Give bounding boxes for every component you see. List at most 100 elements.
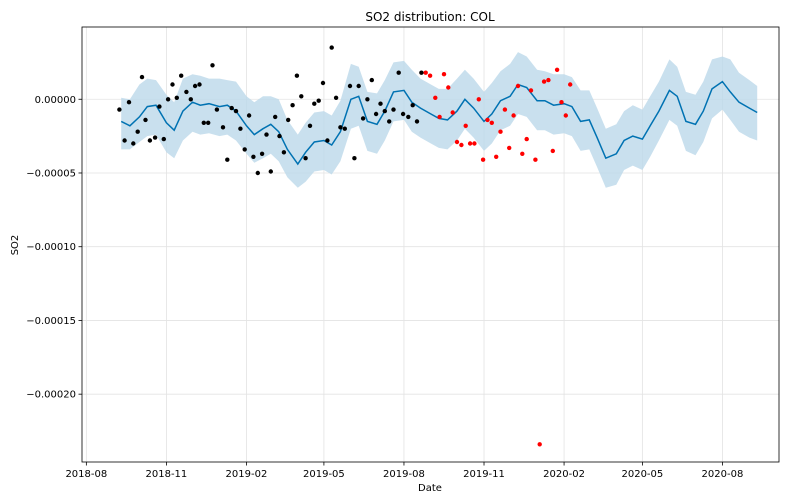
x-tick-label: 2019-05: [303, 469, 345, 480]
x-tick-label: 2020-05: [621, 469, 663, 480]
y-tick-label: −0.00010: [26, 242, 76, 253]
history-data-point: [320, 80, 326, 86]
history-data-point: [286, 117, 291, 123]
test-data-point: [524, 136, 529, 142]
x-tick-label: 2019-02: [226, 469, 268, 480]
test-data-point: [541, 79, 547, 84]
history-data-point: [290, 103, 295, 108]
test-data-point: [476, 97, 481, 102]
history-data-point: [373, 111, 379, 117]
data-points: [117, 45, 573, 447]
plot-frame: [81, 26, 780, 463]
history-data-point: [369, 77, 374, 83]
history-data-point: [233, 108, 239, 114]
history-data-point: [179, 73, 184, 78]
history-data-point: [135, 129, 140, 134]
test-data-point: [528, 88, 534, 93]
history-data-point: [165, 97, 171, 102]
test-data-point: [498, 129, 503, 134]
history-data-point: [333, 95, 339, 101]
history-data-point: [356, 83, 361, 89]
history-data-point: [143, 117, 148, 123]
history-data-point: [174, 95, 179, 101]
history-data-point: [147, 138, 153, 143]
history-data-point: [307, 123, 313, 128]
test-data-point: [537, 442, 542, 447]
history-data-point: [378, 101, 383, 106]
history-data-point: [273, 114, 278, 120]
x-tick-label: 2020-08: [702, 469, 744, 480]
history-data-point: [325, 138, 330, 143]
y-tick-label: −0.00020: [26, 390, 76, 401]
history-data-point: [238, 126, 243, 131]
y-tick-label: 0.00000: [35, 95, 76, 106]
test-data-point: [554, 67, 560, 73]
test-data-point: [485, 117, 490, 123]
test-data-point: [463, 123, 468, 128]
history-data-point: [126, 100, 132, 105]
history-data-point: [391, 107, 396, 112]
history-data-point: [246, 113, 252, 118]
test-data-point: [520, 151, 525, 156]
history-data-point: [316, 98, 321, 103]
test-data-point: [568, 82, 573, 87]
test-data-point: [446, 85, 451, 90]
history-data-point: [352, 156, 357, 161]
test-data-point: [423, 70, 428, 75]
history-data-point: [117, 107, 122, 112]
history-data-point: [365, 97, 370, 102]
history-data-point: [197, 82, 202, 87]
history-data-point: [396, 70, 401, 75]
history-data-point: [122, 138, 127, 143]
test-data-point: [494, 154, 499, 159]
history-data-point: [188, 97, 193, 102]
y-tick-label: −0.00005: [26, 168, 76, 179]
test-data-point: [427, 73, 433, 78]
history-data-point: [210, 63, 215, 68]
history-data-point: [131, 141, 136, 146]
history-data-point: [382, 108, 387, 114]
history-data-point: [170, 82, 175, 87]
history-data-point: [387, 119, 392, 124]
test-data-point: [472, 141, 477, 146]
chart-title: SO2 distribution: COL: [365, 10, 495, 24]
history-data-point: [342, 126, 347, 131]
history-data-point: [161, 136, 166, 142]
y-tick-label: −0.00015: [26, 316, 76, 327]
history-data-point: [242, 147, 247, 152]
history-data-point: [400, 111, 406, 117]
history-data-point: [414, 119, 420, 124]
x-axis-title: Date: [418, 483, 442, 494]
history-data-point: [406, 114, 411, 120]
history-data-point: [299, 94, 304, 99]
test-data-point: [559, 100, 564, 105]
history-data-point: [338, 125, 343, 130]
test-data-point: [437, 114, 442, 120]
history-data-point: [192, 83, 198, 89]
history-data-point: [214, 107, 220, 112]
history-data-point: [360, 116, 366, 121]
test-data-point: [450, 110, 455, 115]
history-data-point: [277, 133, 282, 139]
axis-ticks: 2018-08 2018-11 2019-02 2019-05 2019-08 2019-…: [26, 95, 743, 480]
test-data-point: [546, 77, 551, 83]
history-data-point: [206, 120, 211, 126]
history-data-point: [139, 74, 145, 80]
history-data-point: [264, 132, 269, 137]
test-data-point: [441, 72, 447, 77]
uncertainty-band: [121, 52, 758, 188]
test-data-point: [502, 107, 508, 112]
history-data-point: [294, 73, 300, 78]
history-data-point: [268, 169, 273, 174]
history-data-point: [312, 101, 317, 106]
test-data-point: [489, 120, 494, 126]
test-data-point: [507, 145, 512, 151]
history-data-point: [281, 150, 287, 155]
test-data-point: [515, 83, 521, 89]
uncertainty-interval: [121, 52, 758, 188]
history-data-point: [329, 45, 334, 50]
history-data-point: [419, 70, 424, 75]
history-data-point: [255, 170, 260, 176]
history-data-point: [157, 104, 162, 109]
history-data-point: [410, 103, 415, 108]
